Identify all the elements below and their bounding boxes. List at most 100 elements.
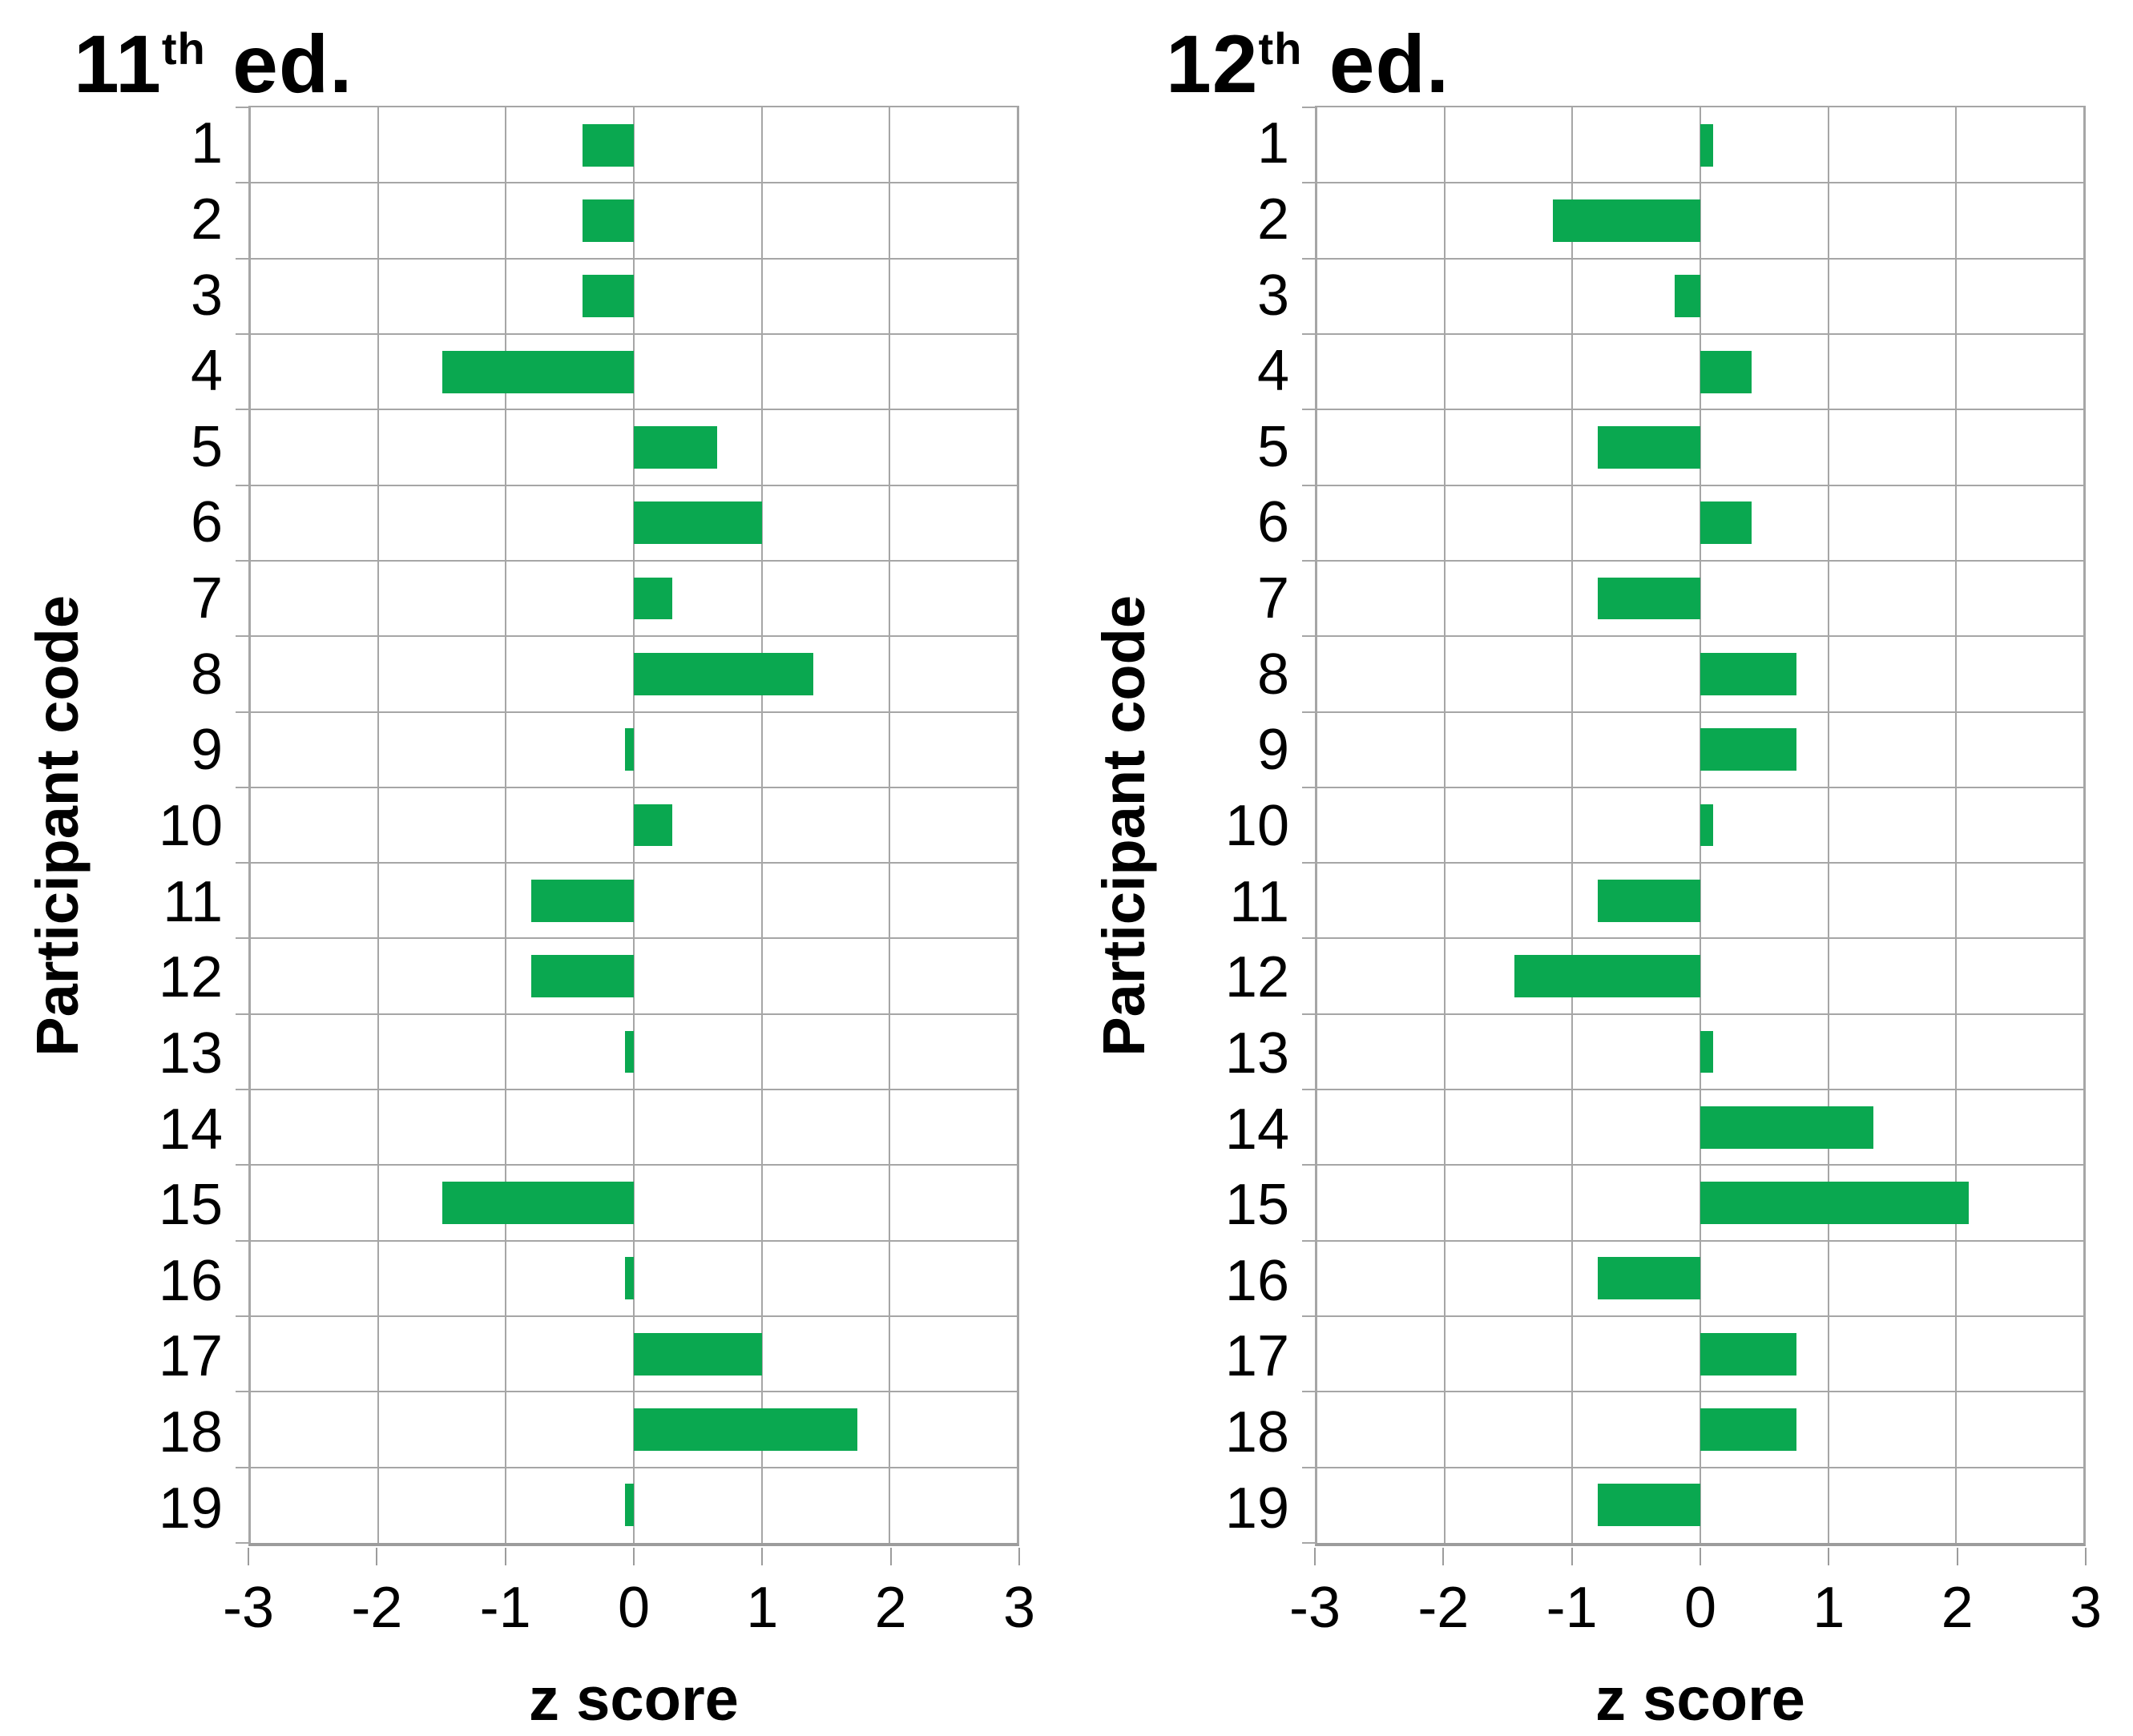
row-separator <box>1316 1089 2084 1091</box>
y-tick-label: 2 <box>1256 187 1289 252</box>
bar-participant-7 <box>1598 577 1700 620</box>
row-separator <box>250 937 1018 940</box>
y-tick-mark <box>236 937 248 940</box>
y-tick-mark <box>1302 711 1315 713</box>
bar-participant-12 <box>1514 955 1700 998</box>
bar-participant-10 <box>634 804 672 847</box>
y-tick-label: 16 <box>1224 1248 1289 1313</box>
y-tick-mark <box>236 1013 248 1015</box>
x-tick-label: 0 <box>617 1576 651 1640</box>
row-separator <box>250 1391 1018 1393</box>
y-tick-label: 7 <box>1256 566 1289 631</box>
y-tick-label: 3 <box>1256 263 1289 328</box>
y-tick-label: 11 <box>1229 869 1289 934</box>
x-tick-mark <box>1442 1548 1445 1565</box>
row-separator <box>1316 635 2084 638</box>
x-tick-label: -1 <box>479 1576 531 1640</box>
y-tick-label: 14 <box>158 1097 223 1162</box>
chart-title-base: 12 <box>1166 18 1259 110</box>
x-tick-mark <box>376 1548 378 1565</box>
y-tick-label: 14 <box>1224 1097 1289 1162</box>
x-tick-label: 0 <box>1683 1576 1717 1640</box>
plot-area <box>1302 106 2086 1546</box>
x-tick-labels: -3 -2 -1 0 1 2 3 <box>223 1575 1035 1655</box>
x-tick-mark <box>1828 1548 1830 1565</box>
gridline-x-1 <box>760 107 763 1543</box>
y-tick-mark <box>236 559 248 562</box>
bar-participant-10 <box>1700 804 1713 847</box>
gridline-x--2 <box>1443 107 1446 1543</box>
y-tick-labels: 1 2 3 4 5 6 7 8 9 10 11 12 13 14 15 16 17 18 19 <box>1066 106 1289 1546</box>
y-tick-mark <box>236 1315 248 1318</box>
bar-participant-17 <box>634 1332 762 1376</box>
bar-participant-2 <box>1553 199 1700 242</box>
y-tick-mark <box>1302 409 1315 411</box>
row-separator <box>250 1089 1018 1091</box>
y-tick-labels: 1 2 3 4 5 6 7 8 9 10 11 12 13 14 15 16 17 18 19 <box>0 106 223 1546</box>
chart-title-base: 11 <box>74 18 162 110</box>
y-tick-mark <box>236 1164 248 1166</box>
row-separator <box>1316 257 2084 260</box>
gridline-x-2 <box>889 107 891 1543</box>
y-tick-mark <box>1302 1315 1315 1318</box>
x-tick-label: 2 <box>1941 1576 1974 1640</box>
bar-participant-16 <box>1598 1257 1700 1300</box>
gridline-x-1 <box>1827 107 1829 1543</box>
x-tick-label: -2 <box>351 1576 403 1640</box>
y-tick-label: 16 <box>158 1248 223 1313</box>
y-tick-mark <box>1302 1542 1315 1544</box>
x-tick-mark <box>1700 1548 1701 1565</box>
y-tick-mark <box>1302 937 1315 940</box>
y-tick-label: 17 <box>158 1324 223 1389</box>
bar-participant-13 <box>624 1030 634 1073</box>
bar-participant-13 <box>1700 1030 1713 1073</box>
y-tick-label: 4 <box>1256 339 1289 404</box>
row-separator <box>250 1239 1018 1242</box>
y-tick-label: 12 <box>1224 945 1289 1010</box>
y-tick-mark <box>236 1391 248 1393</box>
row-separator <box>1316 484 2084 486</box>
row-separator <box>250 182 1018 184</box>
chart-panel-12th-ed: 12th ed. Participant code 1 2 3 4 5 6 7 8 9 10 11 1… <box>1066 0 2133 1736</box>
bar-participant-4 <box>442 350 634 393</box>
bar-participant-12 <box>531 955 634 998</box>
bar-participant-9 <box>624 728 634 771</box>
row-separator <box>1316 786 2084 788</box>
row-separator <box>250 1164 1018 1166</box>
x-axis-title: z score <box>1595 1666 1805 1734</box>
bar-participant-16 <box>624 1257 634 1300</box>
x-tick-marks <box>1314 1548 2087 1567</box>
y-tick-label: 2 <box>190 187 223 252</box>
bar-participant-15 <box>442 1182 634 1224</box>
x-tick-label: -1 <box>1546 1576 1598 1640</box>
row-separator <box>1316 1013 2084 1015</box>
y-tick-label: 4 <box>190 339 223 404</box>
gridline-x--3 <box>1316 107 1317 1543</box>
y-tick-label: 13 <box>1224 1021 1289 1086</box>
bar-participant-17 <box>1700 1332 1796 1376</box>
x-tick-label: 2 <box>874 1576 907 1640</box>
x-axis-title: z score <box>529 1666 739 1734</box>
y-tick-mark <box>236 711 248 713</box>
bar-participant-3 <box>1675 275 1700 318</box>
bar-participant-19 <box>624 1484 634 1527</box>
y-tick-mark <box>236 1239 248 1242</box>
y-tick-label: 1 <box>1256 111 1289 176</box>
row-separator <box>250 257 1018 260</box>
y-tick-label: 15 <box>158 1173 223 1238</box>
row-separator <box>1316 409 2084 411</box>
y-tick-label: 19 <box>158 1476 223 1541</box>
row-separator <box>250 1315 1018 1318</box>
y-tick-mark <box>1302 107 1315 108</box>
bar-participant-8 <box>1700 652 1796 695</box>
gridline-x--1 <box>1571 107 1574 1543</box>
y-tick-mark <box>236 1542 248 1544</box>
chart-title: 12th ed. <box>1166 18 1450 111</box>
row-separator <box>250 786 1018 788</box>
y-tick-mark <box>236 182 248 184</box>
bar-participant-18 <box>1700 1408 1796 1451</box>
y-tick-label: 5 <box>1256 414 1289 479</box>
plot-area <box>236 106 1019 1546</box>
x-tick-label: -3 <box>1288 1576 1341 1640</box>
gridline-x--2 <box>377 107 379 1543</box>
